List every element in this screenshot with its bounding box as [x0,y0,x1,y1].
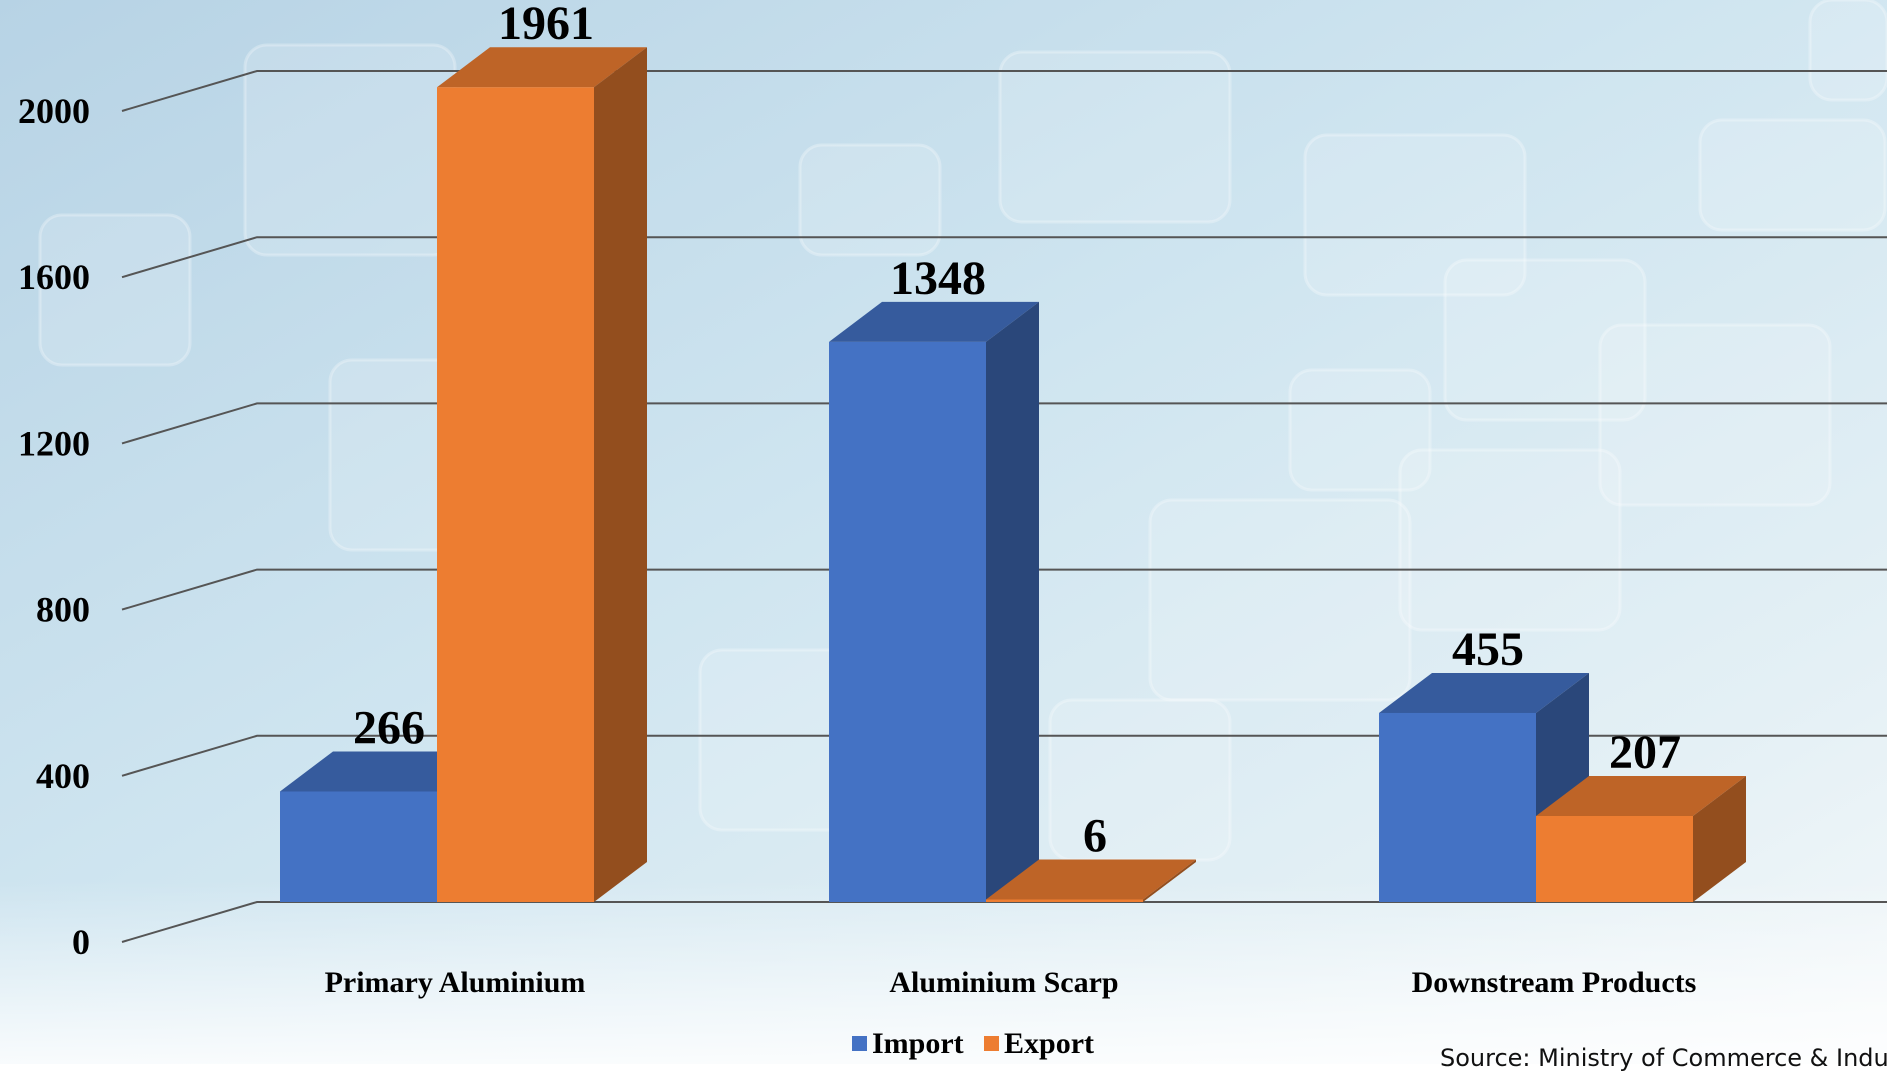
background-square [243,43,457,257]
y-tick-label: 2000 [18,91,90,131]
legend-label: Import [872,1027,964,1060]
x-category-label: Primary Aluminium [325,966,586,999]
data-label: 1348 [890,252,986,305]
legend-label: Export [1004,1027,1094,1060]
bar-front [437,87,594,903]
bar-front [986,899,1143,902]
background-square [1398,448,1622,632]
bar-front [1536,815,1693,902]
data-label: 207 [1609,726,1681,779]
background-square [1698,118,1887,232]
background-square [1808,0,1887,102]
bar-top [1536,775,1746,816]
legend-swatch [984,1036,999,1051]
legend-swatch [852,1036,867,1051]
gridline [121,70,1887,112]
y-tick-label: 1600 [18,257,90,297]
bar-front [829,341,986,902]
bars [280,47,1746,903]
background-square [1288,368,1432,492]
bar-export-2 [986,859,1196,902]
x-category-label: Downstream Products [1412,966,1697,999]
gridline [121,402,1887,445]
background-square [1148,498,1412,702]
bar-side [594,47,647,903]
data-label: 1961 [498,0,594,50]
background-square [38,213,192,367]
bar-export-1 [437,47,647,903]
bar-top [986,859,1196,900]
bar-top [437,47,647,88]
x-category-label: Aluminium Scarp [889,966,1118,999]
bar-top [829,301,1039,342]
gridline [121,901,1887,943]
bar-import-2 [829,301,1039,902]
data-label: 266 [353,701,425,754]
background-fade [0,880,1887,1064]
background-square [798,143,942,257]
bar-front [280,791,437,902]
bar-front [1379,712,1536,902]
background-square [998,50,1232,224]
y-tick-label: 800 [36,590,90,630]
background-square [1303,133,1527,297]
bar-side [1143,859,1196,902]
source-note: Source: Ministry of Commerce & Industry [1440,1044,1887,1072]
y-axis-ticks: 0 400 800 1200 1600 2000 [18,91,90,962]
gridline [121,568,1887,611]
gridlines [121,70,1887,943]
x-axis-categories: Primary Aluminium Aluminium Scarp Downstre… [325,966,1697,999]
y-tick-label: 400 [36,756,90,796]
data-label: 455 [1452,623,1524,676]
y-tick-label: 1200 [18,423,90,463]
bar-export-3 [1536,775,1746,902]
bar-side [986,301,1039,902]
bar-side [1693,775,1746,902]
data-label: 6 [1083,810,1107,863]
bar-top [1379,672,1589,713]
data-labels: 266 1961 1348 6 455 207 [353,0,1681,863]
legend: Import Export [852,1027,1094,1060]
background-square [1598,323,1832,507]
gridline [121,236,1887,279]
gridline [121,734,1887,777]
y-tick-label: 0 [72,922,90,962]
background-square [1048,698,1232,862]
background-square [1443,258,1647,422]
